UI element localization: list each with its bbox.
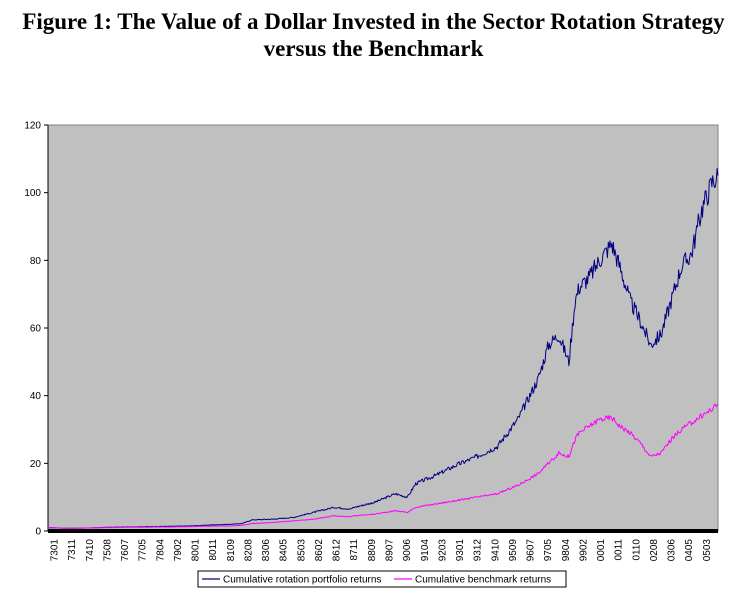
x-axis-line [48,529,718,533]
x-tick-label: 7607 [120,539,131,562]
x-tick-label: 8602 [314,539,325,562]
x-tick-label: 0011 [614,539,625,561]
x-tick-label: 8711 [349,539,360,561]
series-group [47,168,719,529]
legend-box [197,570,567,588]
x-tick-label: 9104 [420,539,431,562]
y-axis: 0 20 40 60 80 100 120 [24,121,49,538]
y-tick-label: 0 [35,527,41,538]
x-tick-label: 9705 [543,539,554,562]
x-tick-label: 7301 [50,539,61,562]
x-tick-label: 8907 [385,539,396,562]
x-tick-label: 8001 [191,539,202,562]
series-line-benchmark [47,403,719,529]
x-tick-label: 8405 [279,539,290,562]
x-tick-label: 0208 [649,539,660,562]
x-tick-label: 0405 [684,539,695,562]
legend: Cumulative rotation portfolio returns Cum… [197,570,567,588]
plot-area [47,124,719,532]
legend-label: Cumulative rotation portfolio returns [223,575,381,586]
x-tick-label: 8208 [243,539,254,562]
x-tick-label: 8612 [332,539,343,562]
x-tick-label: 8503 [296,539,307,562]
x-tick-label: 7804 [155,539,166,562]
y-tick-label: 60 [30,324,42,335]
x-tick-label: 0503 [702,539,713,562]
x-tick-label: 7705 [138,539,149,562]
x-axis: 7301 7311 7410 7508 7607 7705 7804 7902 8001 8011… [48,529,718,561]
x-tick-label: 9006 [402,539,413,562]
x-tick-label: 8306 [261,539,272,562]
chart-title-line-2: versus the Benchmark [263,36,484,61]
y-tick-label: 120 [24,121,41,132]
y-tick-label: 80 [30,256,42,267]
x-tick-label: 9607 [526,539,537,562]
x-tick-label: 9203 [437,539,448,562]
y-tick-label: 20 [30,459,42,470]
x-tick-label: 9509 [508,539,519,562]
x-tick-label: 8809 [367,539,378,562]
x-tick-label: 7311 [67,539,78,561]
chart-title-line-1: Figure 1: The Value of a Dollar Invested… [22,9,725,34]
x-tick-label: 8011 [208,539,219,561]
x-tick-label: 0001 [596,539,607,562]
series-line-rotation [48,168,719,529]
x-tick-label: 9804 [561,539,572,562]
legend-label: Cumulative benchmark returns [415,575,551,586]
x-tick-label: 0306 [667,539,678,562]
x-tick-label: 0110 [631,539,642,561]
chart-title: Figure 1: The Value of a Dollar Invested… [0,8,747,62]
x-tick-label: 7410 [85,539,96,562]
x-tick-label: 9312 [473,539,484,562]
x-tick-label: 9902 [578,539,589,562]
y-tick-label: 40 [30,391,42,402]
x-tick-label: 7508 [102,539,113,562]
x-tick-label: 9301 [455,539,466,562]
x-tick-label: 8109 [226,539,237,562]
x-tick-label: 9410 [490,539,501,562]
y-tick-label: 100 [24,188,41,199]
x-tick-label: 7902 [173,539,184,562]
